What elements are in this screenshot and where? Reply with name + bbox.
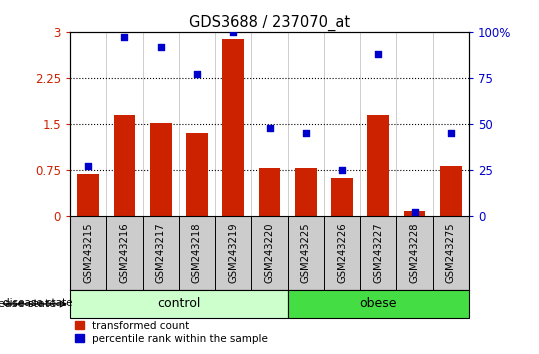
Text: disease state: disease state [3, 298, 72, 308]
Bar [331, 178, 353, 216]
Point [192, 72, 201, 77]
Text: disease state: disease state [0, 299, 56, 309]
Bar [186, 133, 208, 216]
Point [229, 29, 238, 35]
Bar [259, 168, 280, 216]
Bar [404, 211, 425, 216]
Bar [114, 115, 135, 216]
Point [156, 44, 165, 50]
Text: GSM243217: GSM243217 [156, 223, 165, 283]
Legend: transformed count, percentile rank within the sample: transformed count, percentile rank withi… [75, 321, 268, 344]
Point [410, 210, 419, 215]
Bar [368, 115, 389, 216]
Text: GSM243225: GSM243225 [301, 223, 311, 283]
Text: GSM243227: GSM243227 [374, 223, 383, 283]
Point [446, 130, 455, 136]
Text: GSM243219: GSM243219 [228, 223, 238, 283]
Text: GSM243228: GSM243228 [410, 223, 419, 283]
Bar [288, 290, 469, 318]
Bar [70, 290, 288, 318]
Point [374, 51, 383, 57]
Text: GSM243275: GSM243275 [446, 223, 456, 283]
Text: GSM243215: GSM243215 [83, 223, 93, 283]
Text: GSM243226: GSM243226 [337, 223, 347, 283]
Point [120, 35, 129, 40]
Bar [150, 123, 171, 216]
Bar [440, 166, 462, 216]
Title: GDS3688 / 237070_at: GDS3688 / 237070_at [189, 14, 350, 30]
Point [301, 130, 310, 136]
Bar [77, 174, 99, 216]
Bar [223, 39, 244, 216]
Bar [295, 168, 316, 216]
Text: GSM243220: GSM243220 [265, 223, 274, 283]
Text: GSM243218: GSM243218 [192, 223, 202, 283]
Text: GSM243216: GSM243216 [120, 223, 129, 283]
Text: control: control [157, 297, 201, 310]
Point [84, 164, 93, 169]
Point [338, 167, 347, 173]
Text: obese: obese [360, 297, 397, 310]
Point [265, 125, 274, 130]
